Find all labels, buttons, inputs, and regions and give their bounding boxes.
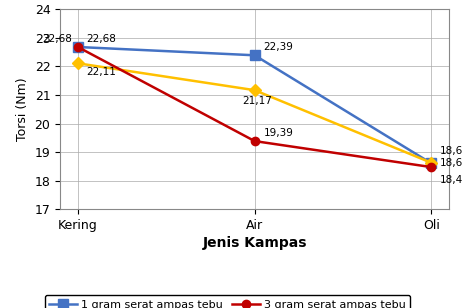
X-axis label: Jenis Kampas: Jenis Kampas: [202, 236, 307, 250]
1 gram serat ampas tebu: [429, 161, 434, 165]
2 gram serat ampas tebu: [252, 88, 257, 92]
2 gram serat ampas tebu: [429, 161, 434, 165]
1 gram serat ampas tebu: [252, 54, 257, 57]
Legend: 1 gram serat ampas tebu, 2 gram serat ampas tebu, 3 gram serat ampas tebu: 1 gram serat ampas tebu, 2 gram serat am…: [44, 295, 410, 308]
Line: 2 gram serat ampas tebu: 2 gram serat ampas tebu: [74, 59, 436, 167]
2 gram serat ampas tebu: [75, 62, 81, 65]
Text: 22,68: 22,68: [87, 34, 117, 43]
3 gram serat ampas tebu: [429, 165, 434, 169]
Text: 18,61: 18,61: [440, 158, 463, 168]
Line: 3 gram serat ampas tebu: 3 gram serat ampas tebu: [74, 43, 436, 171]
3 gram serat ampas tebu: [75, 45, 81, 49]
3 gram serat ampas tebu: [252, 139, 257, 143]
Text: 22,68: 22,68: [43, 34, 73, 43]
Text: 18,48: 18,48: [440, 175, 463, 185]
Text: 22,39: 22,39: [263, 42, 294, 52]
1 gram serat ampas tebu: [75, 45, 81, 49]
Text: 18,63: 18,63: [440, 146, 463, 156]
Text: 19,39: 19,39: [263, 128, 294, 138]
Text: 22,11: 22,11: [87, 67, 117, 77]
Line: 1 gram serat ampas tebu: 1 gram serat ampas tebu: [73, 42, 436, 168]
Text: 21,17: 21,17: [242, 96, 272, 107]
Y-axis label: Torsi (Nm): Torsi (Nm): [16, 78, 29, 141]
